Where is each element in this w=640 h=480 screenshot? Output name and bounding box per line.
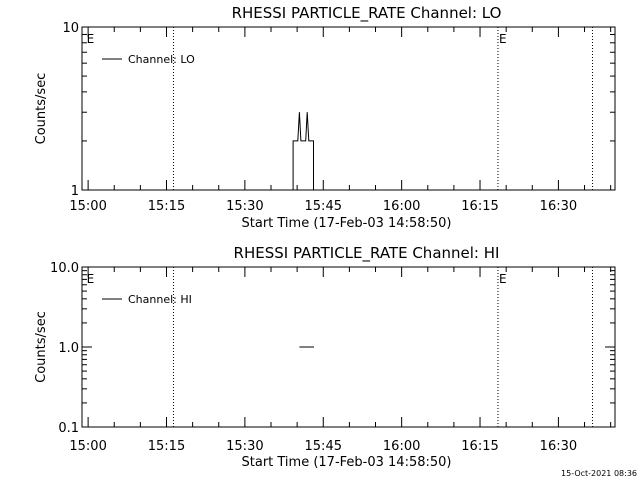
x-tick-label: 16:00 <box>383 439 420 454</box>
series-line <box>292 112 314 190</box>
footer-timestamp: 15-Oct-2021 08:36 <box>561 469 637 478</box>
x-axis-label: Start Time (17-Feb-03 14:58:50) <box>242 455 452 470</box>
plot-frame <box>81 26 616 191</box>
y-axis-label: Counts/sec <box>34 73 49 145</box>
x-tick-label: 15:30 <box>226 199 263 214</box>
y-axis-label: Counts/sec <box>34 311 49 383</box>
x-tick-label: 15:45 <box>305 439 342 454</box>
x-tick-label: 15:00 <box>69 199 106 214</box>
event-marker-label: E <box>499 32 507 46</box>
x-axis-label: Start Time (17-Feb-03 14:58:50) <box>242 216 452 231</box>
chart-panel-0: RHESSI PARTICLE_RATE Channel: LO Counts/s… <box>34 4 616 231</box>
y-tick-label: 10 <box>62 21 79 36</box>
x-tick-label: 15:45 <box>305 199 342 214</box>
y-tick-label: 1 <box>71 184 79 199</box>
x-tick-label: 15:15 <box>148 439 185 454</box>
y-tick-label: 10.0 <box>50 261 79 276</box>
plot-frame <box>81 266 616 428</box>
x-tick-label: 16:15 <box>461 439 498 454</box>
event-marker-label: E <box>87 272 95 286</box>
y-tick-label: 0.1 <box>58 421 79 436</box>
x-tick-label: 15:00 <box>69 439 106 454</box>
chart-panel-1: RHESSI PARTICLE_RATE Channel: HI Counts/s… <box>34 244 616 470</box>
event-marker-label: E <box>499 272 507 286</box>
chart-title: RHESSI PARTICLE_RATE Channel: LO <box>232 4 502 23</box>
x-tick-label: 16:15 <box>461 199 498 214</box>
x-tick-label: 16:30 <box>540 439 577 454</box>
x-tick-label: 16:30 <box>540 199 577 214</box>
x-tick-label: 15:15 <box>148 199 185 214</box>
x-tick-label: 16:00 <box>383 199 420 214</box>
chart-title: RHESSI PARTICLE_RATE Channel: HI <box>234 244 500 263</box>
event-marker-label: E <box>87 32 95 46</box>
legend-label: Channel: HI <box>128 293 192 306</box>
y-tick-label: 1.0 <box>58 341 79 356</box>
x-tick-label: 15:30 <box>226 439 263 454</box>
legend-label: Channel: LO <box>128 53 195 66</box>
